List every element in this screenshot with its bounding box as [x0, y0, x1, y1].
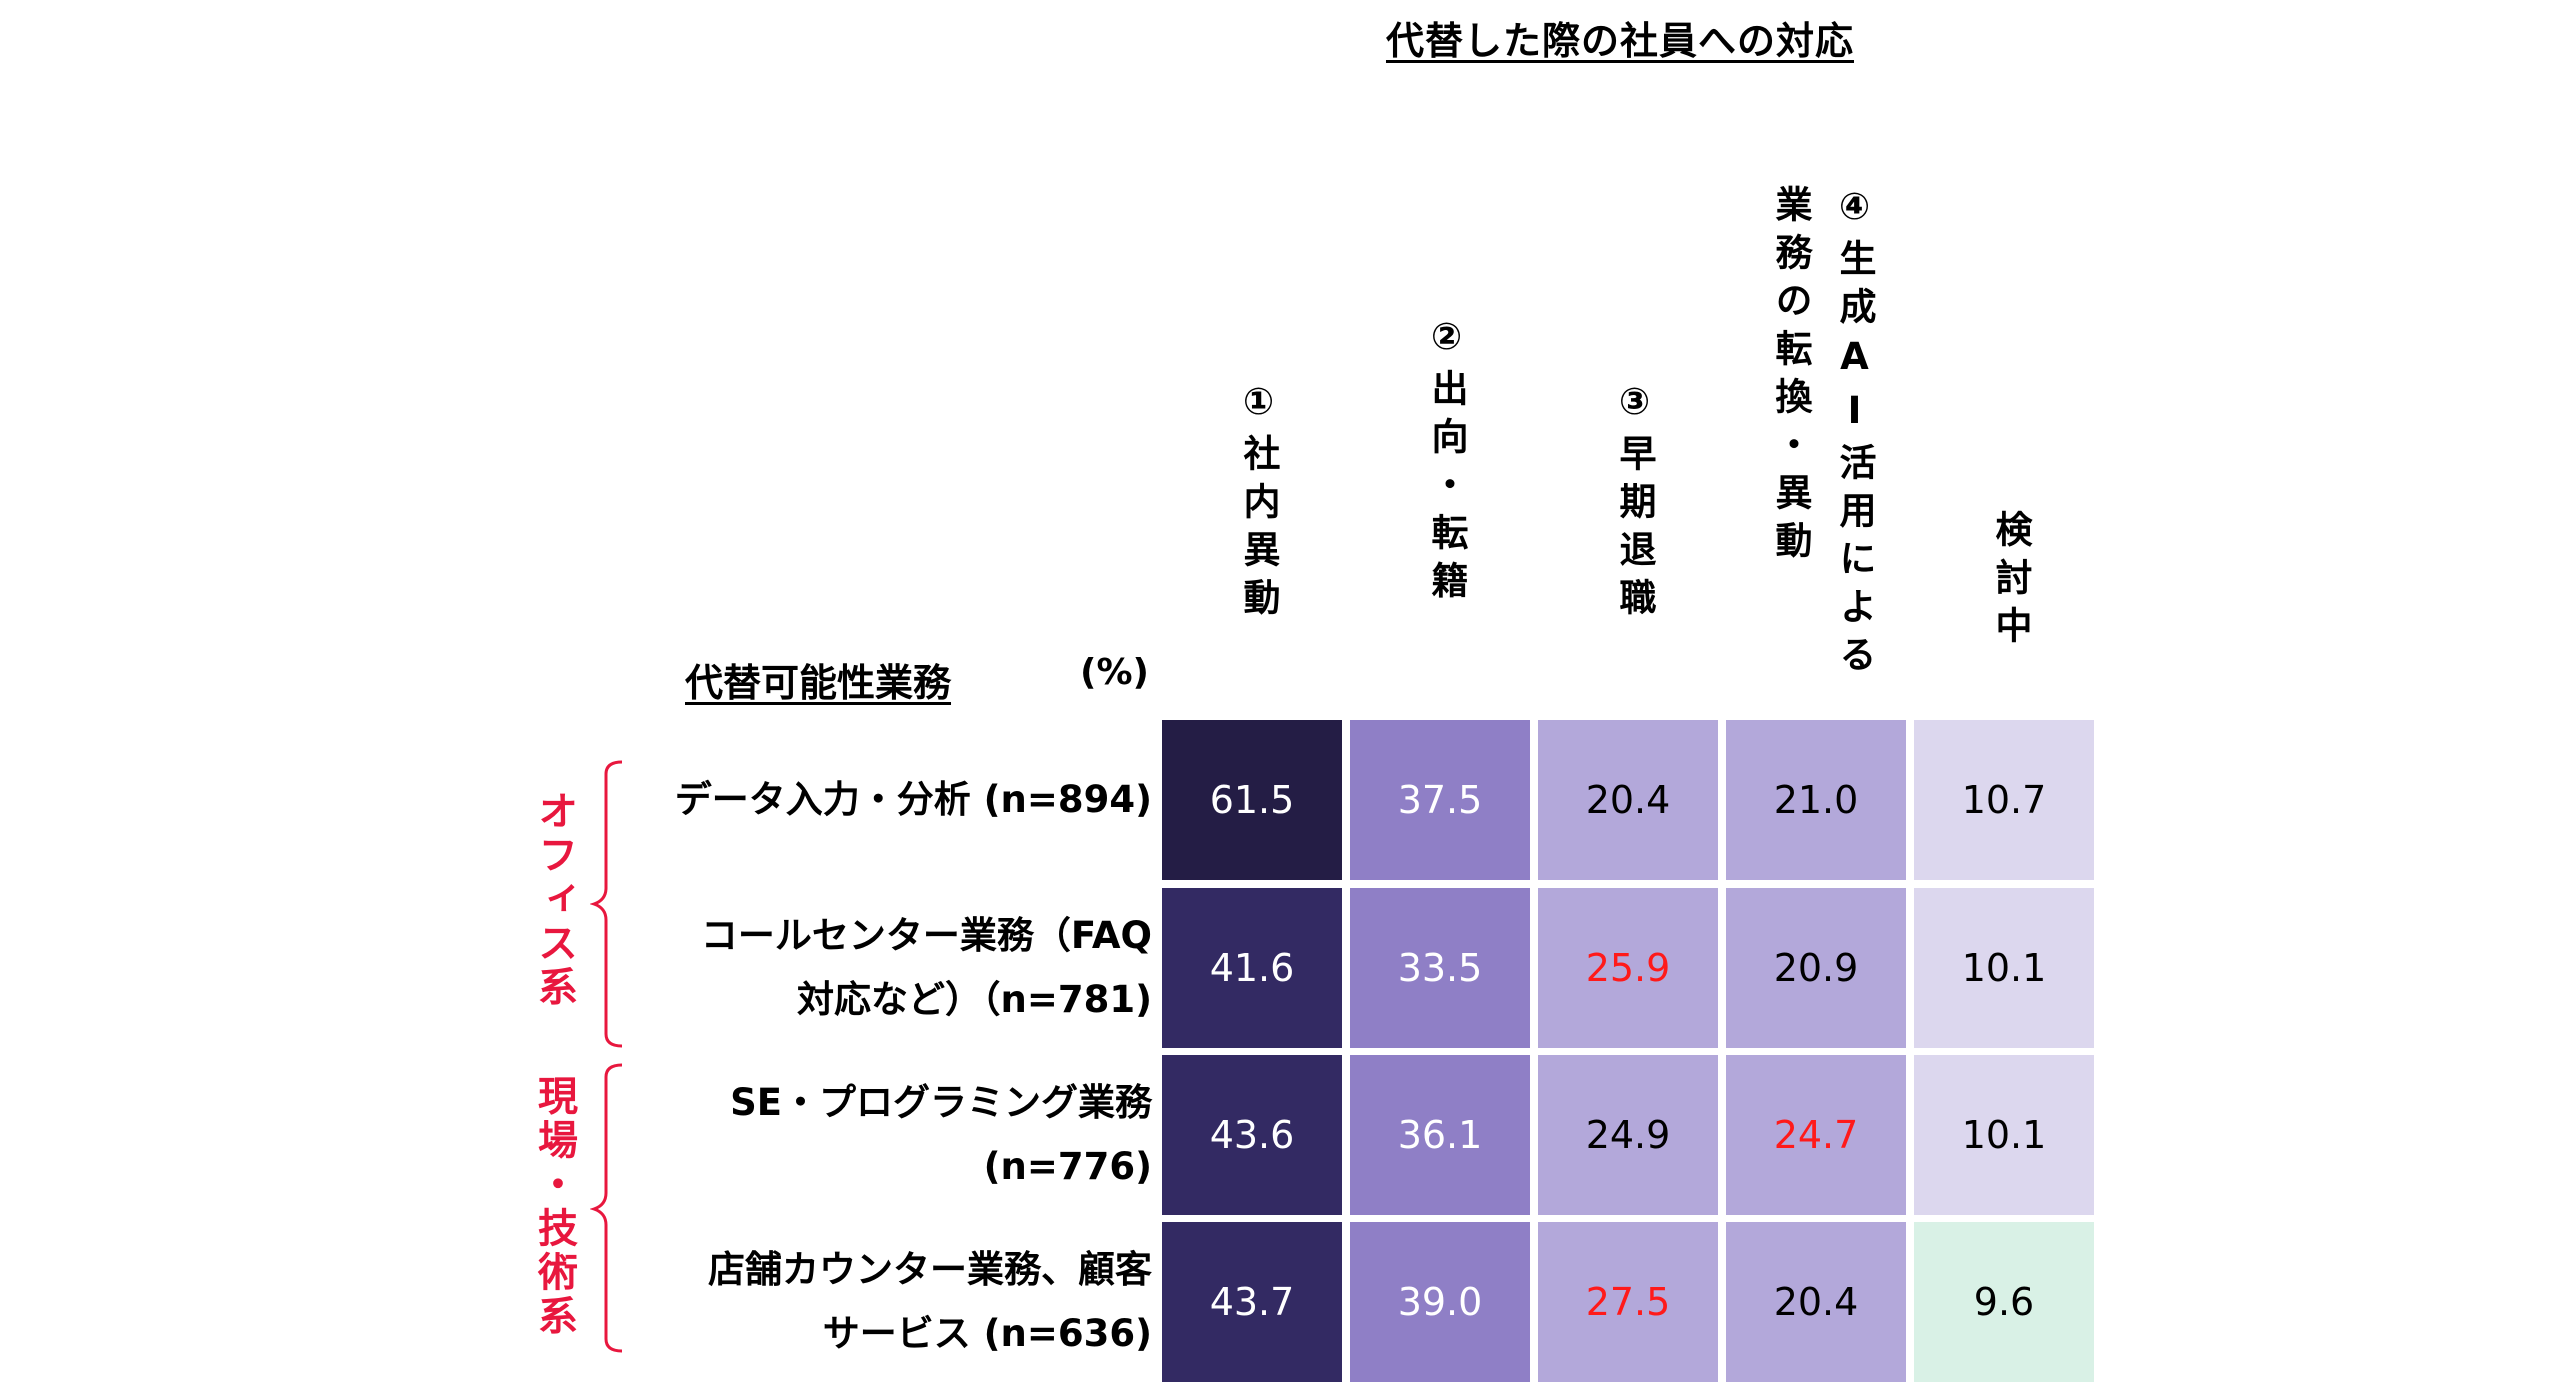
cell-value: 33.5: [1397, 946, 1483, 990]
row-label: 店舗カウンター業務、顧客サービス (n=636): [620, 1222, 1152, 1382]
table-cell: 10.1: [1914, 888, 2094, 1048]
cell-value: 36.1: [1397, 1113, 1483, 1157]
cell-value: 24.9: [1585, 1113, 1671, 1157]
row-label-line: コールセンター業務（FAQ: [700, 914, 1152, 957]
table-cell: 33.5: [1350, 888, 1530, 1048]
column-header-5: 検討中: [1989, 510, 2032, 654]
table-cell: 27.5: [1538, 1222, 1718, 1382]
column-header-4: ④生成AI活用による業務の転換・異動: [1769, 185, 1876, 683]
cell-value: 25.9: [1585, 946, 1671, 990]
table-cell: 20.4: [1726, 1222, 1906, 1382]
group-label-office: オフィス系: [531, 790, 577, 1010]
cell-value: 10.1: [1961, 1113, 2047, 1157]
row-label-line: SE・プログラミング業務: [730, 1081, 1152, 1124]
cell-value: 21.0: [1773, 778, 1859, 822]
row-label-line: 対応など）（n=781): [797, 978, 1152, 1021]
cell-value: 41.6: [1209, 946, 1295, 990]
cell-value: 10.7: [1961, 778, 2047, 822]
table-cell: 43.7: [1162, 1222, 1342, 1382]
table-cell: 24.7: [1726, 1055, 1906, 1215]
row-label-line: (n=776): [983, 1145, 1152, 1188]
table-cell: 20.9: [1726, 888, 1906, 1048]
row-label-line: サービス (n=636): [822, 1312, 1152, 1355]
cell-value: 20.4: [1585, 778, 1671, 822]
table-cell: 25.9: [1538, 888, 1718, 1048]
group-label-field: 現場・技術系: [531, 1075, 577, 1339]
table-cell: 9.6: [1914, 1222, 2094, 1382]
cell-value: 61.5: [1209, 778, 1295, 822]
cell-value: 20.4: [1773, 1280, 1859, 1324]
brace-office: [590, 760, 623, 1048]
table-title: 代替した際の社員への対応: [1385, 19, 1854, 63]
row-label: SE・プログラミング業務 (n=776): [620, 1055, 1152, 1215]
table-cell: 41.6: [1162, 888, 1342, 1048]
table-cell: 24.9: [1538, 1055, 1718, 1215]
table-cell: 10.7: [1914, 720, 2094, 880]
column-header-3: ③早期退職: [1613, 380, 1656, 626]
cell-value: 27.5: [1585, 1280, 1671, 1324]
column-header-2: ②出向・転籍: [1425, 315, 1468, 609]
table-cell: 20.4: [1538, 720, 1718, 880]
row-label-line: データ入力・分析 (n=894): [674, 778, 1152, 821]
column-header-1: ①社内異動: [1237, 380, 1280, 626]
cell-value: 37.5: [1397, 778, 1483, 822]
table-cell: 61.5: [1162, 720, 1342, 880]
row-label-line: 店舗カウンター業務、顧客: [708, 1248, 1152, 1291]
cell-value: 24.7: [1773, 1113, 1859, 1157]
cell-value: 43.7: [1209, 1280, 1295, 1324]
table-cell: 21.0: [1726, 720, 1906, 880]
table-cell: 37.5: [1350, 720, 1530, 880]
cell-value: 10.1: [1961, 946, 2047, 990]
cell-value: 39.0: [1397, 1280, 1483, 1324]
cell-value: 20.9: [1773, 946, 1859, 990]
row-label: データ入力・分析 (n=894): [620, 720, 1152, 880]
unit-label: (%): [1080, 652, 1149, 693]
brace-field: [590, 1063, 623, 1353]
row-header: 代替可能性業務: [685, 661, 952, 705]
table-cell: 43.6: [1162, 1055, 1342, 1215]
table-cell: 36.1: [1350, 1055, 1530, 1215]
row-label: コールセンター業務（FAQ 対応など）（n=781): [620, 888, 1152, 1048]
cell-value: 9.6: [1973, 1280, 2035, 1324]
table-cell: 39.0: [1350, 1222, 1530, 1382]
cell-value: 43.6: [1209, 1113, 1295, 1157]
table-cell: 10.1: [1914, 1055, 2094, 1215]
